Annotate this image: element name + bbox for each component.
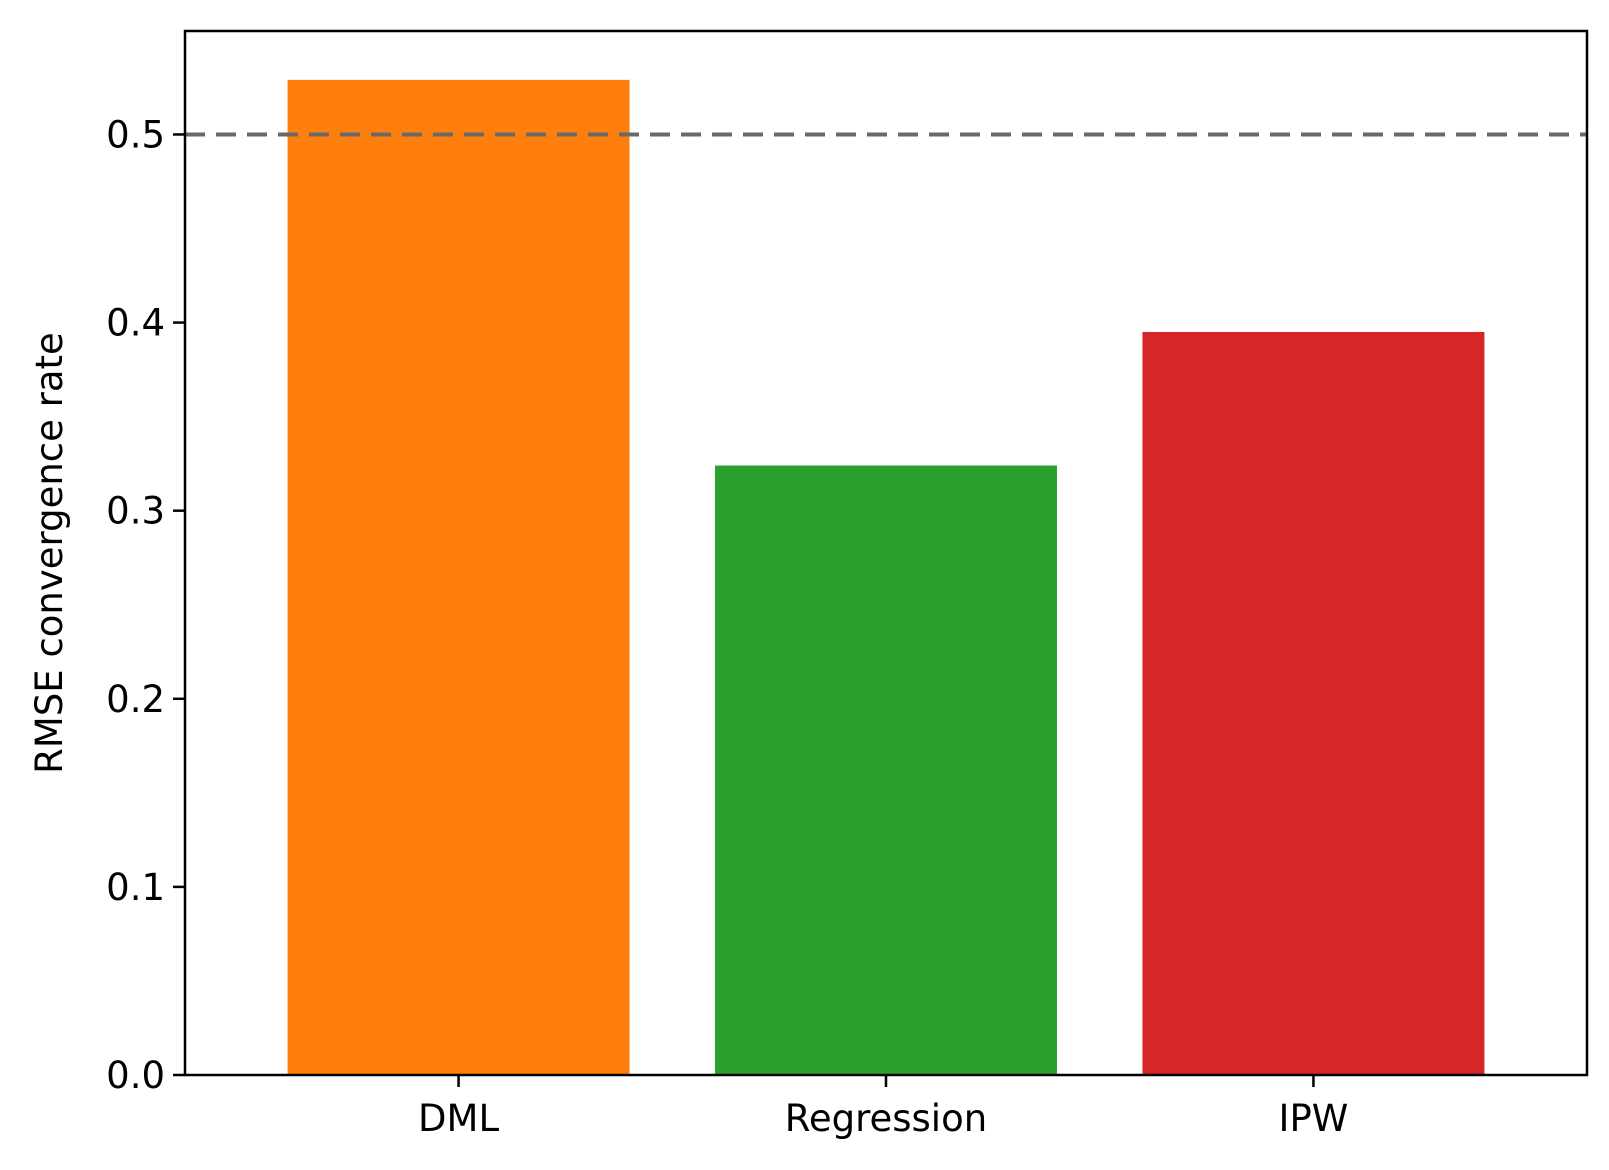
bar-regression <box>715 465 1057 1075</box>
x-tick-label: Regression <box>785 1097 987 1140</box>
y-axis: 0.0 0.1 0.2 0.3 0.4 0.5 <box>106 113 185 1097</box>
x-tick-label: IPW <box>1279 1097 1349 1140</box>
bars-group <box>287 79 1485 1076</box>
y-tick-label: 0.5 <box>106 113 165 156</box>
x-axis: DML Regression IPW <box>418 1075 1348 1140</box>
y-tick-label: 0.2 <box>106 678 165 721</box>
y-tick-label: 0.0 <box>106 1054 165 1097</box>
y-tick-label: 0.3 <box>106 490 165 533</box>
y-axis-label: RMSE convergence rate <box>28 332 71 774</box>
bar-dml <box>287 79 630 1076</box>
bar-ipw <box>1142 331 1485 1075</box>
y-tick-label: 0.4 <box>106 302 165 345</box>
x-tick-label: DML <box>418 1097 499 1140</box>
y-tick-label: 0.1 <box>106 866 165 909</box>
